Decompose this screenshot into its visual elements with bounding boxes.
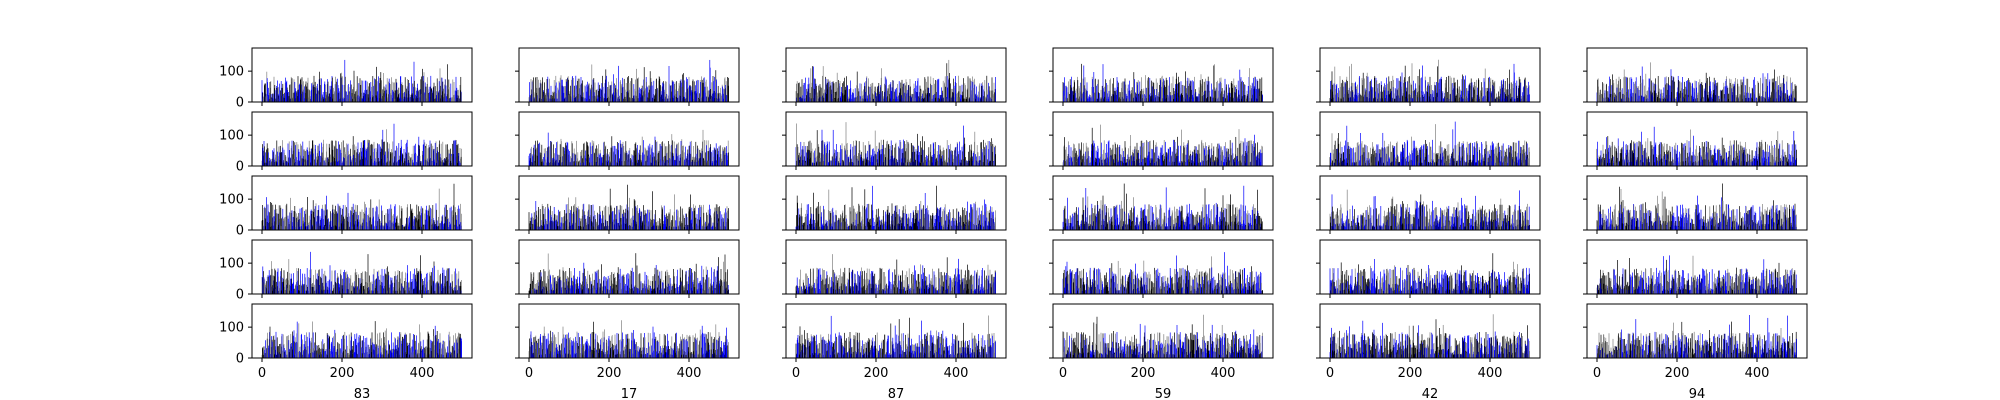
axes-frame	[251, 111, 473, 167]
axes-frame	[1586, 47, 1808, 103]
bar-series	[795, 122, 996, 166]
axes-frame	[785, 47, 1007, 103]
bar-series	[1596, 62, 1797, 102]
axes-frame	[518, 47, 740, 103]
panel-r1-c4	[1049, 47, 1274, 106]
y-tick-label: 100	[219, 65, 244, 80]
panel-r1-c3	[782, 47, 1007, 106]
y-tick-label: 100	[219, 129, 244, 144]
axes-frame	[785, 111, 1007, 167]
axes-frame	[1319, 47, 1541, 103]
panel-r2-c4	[1049, 111, 1274, 170]
bar-series	[1062, 63, 1263, 102]
axes-frame	[518, 111, 740, 167]
panel-r2-c2	[515, 111, 740, 170]
panel-r1-c5	[1316, 47, 1541, 106]
bar-series	[1329, 59, 1530, 102]
axes-frame	[1052, 47, 1274, 103]
axes-frame	[251, 47, 473, 103]
panel-r1-c2	[515, 47, 740, 106]
panel-r2-c3	[782, 111, 1007, 170]
bar-series	[1062, 124, 1263, 166]
panel-r1-c1: 0 100	[219, 47, 473, 111]
panel-r2-c1: 0 100	[219, 111, 473, 175]
bar-series	[528, 129, 729, 166]
bar-series	[795, 59, 996, 102]
y-tick-label: 0	[236, 96, 244, 111]
panel-r1-c6	[1583, 47, 1808, 106]
bar-series	[261, 59, 462, 102]
bar-series	[528, 59, 729, 102]
y-tick-label: 0	[236, 160, 244, 175]
bar-series	[261, 123, 462, 166]
